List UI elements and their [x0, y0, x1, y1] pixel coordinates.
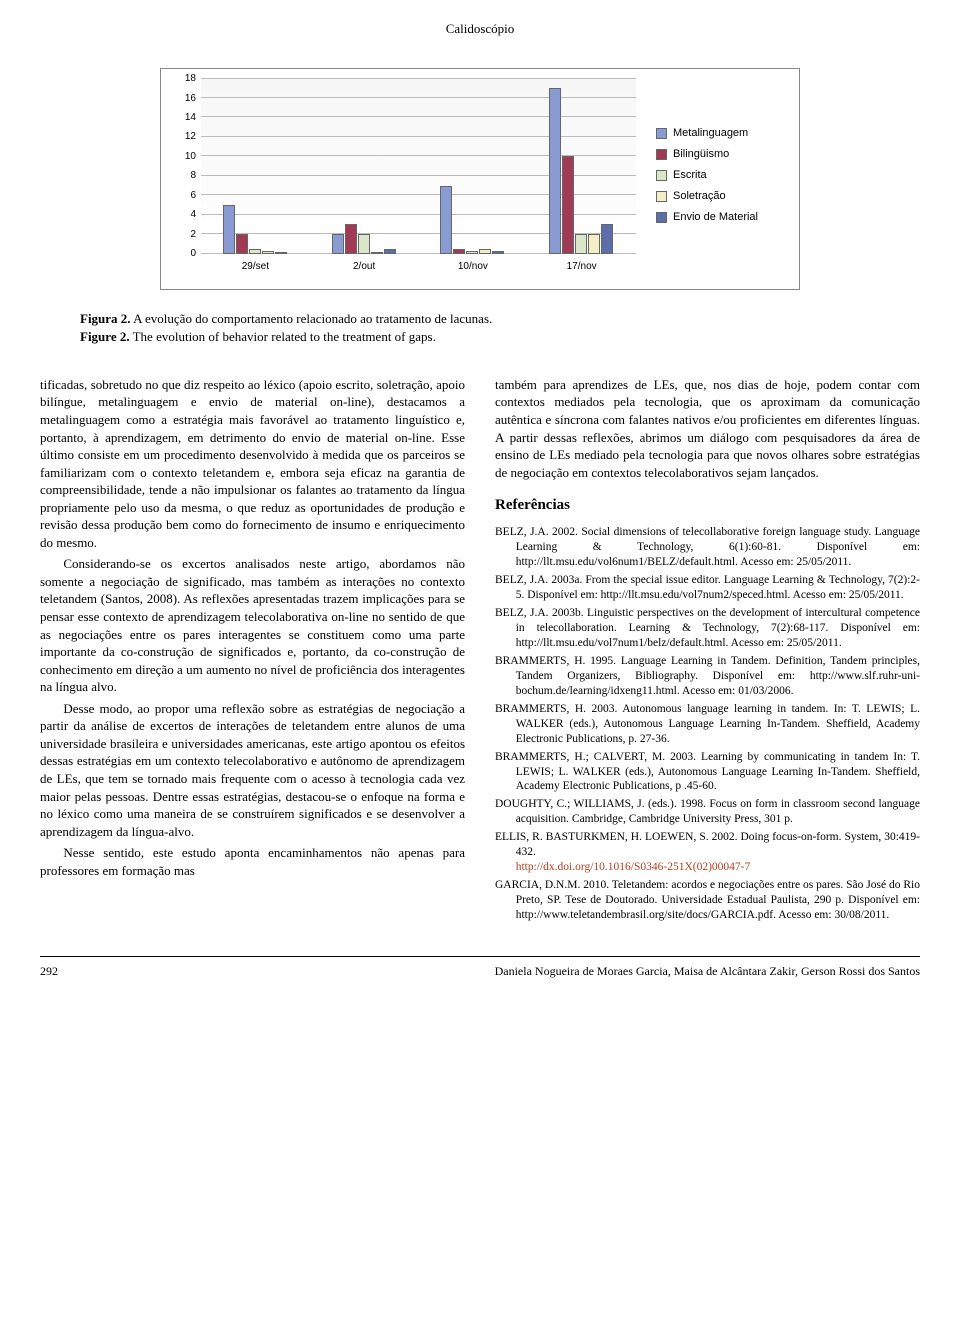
- body-columns: tificadas, sobretudo no que diz respeito…: [40, 376, 920, 926]
- bar: [562, 156, 574, 253]
- legend-item: Soletração: [656, 189, 758, 204]
- bar: [575, 234, 587, 253]
- body-paragraph: Considerando-se os excertos analisados n…: [40, 555, 465, 695]
- bar: [479, 249, 491, 254]
- legend-item: Metalinguagem: [656, 126, 758, 141]
- y-axis-label: 8: [176, 169, 196, 183]
- body-paragraph: tificadas, sobretudo no que diz respeito…: [40, 376, 465, 551]
- legend-label: Envio de Material: [673, 210, 758, 225]
- y-axis-label: 12: [176, 130, 196, 144]
- caption-label-pt: Figura 2.: [80, 311, 131, 326]
- y-axis-label: 18: [176, 72, 196, 86]
- body-paragraph: também para aprendizes de LEs, que, nos …: [495, 376, 920, 481]
- reference-entry: BELZ, J.A. 2003a. From the special issue…: [495, 573, 920, 603]
- legend-swatch: [656, 170, 667, 181]
- gridline: [201, 78, 636, 79]
- y-axis-label: 4: [176, 208, 196, 222]
- reference-entry: BRAMMERTS, H. 1995. Language Learning in…: [495, 654, 920, 699]
- body-paragraph: Nesse sentido, este estudo aponta encami…: [40, 844, 465, 879]
- reference-entry: GARCIA, D.N.M. 2010. Teletandem: acordos…: [495, 878, 920, 923]
- body-paragraph: Desse modo, ao propor uma reflexão sobre…: [40, 700, 465, 840]
- bar: [223, 205, 235, 254]
- bar: [466, 251, 478, 254]
- y-axis-label: 14: [176, 111, 196, 125]
- legend-label: Bilingüismo: [673, 147, 729, 162]
- caption-label-en: Figure 2.: [80, 329, 130, 344]
- figure-caption: Figura 2. A evolução do comportamento re…: [80, 310, 880, 346]
- references-list: BELZ, J.A. 2002. Social dimensions of te…: [495, 525, 920, 922]
- y-axis-label: 2: [176, 227, 196, 241]
- chart-area: 02468101214161829/set2/out10/nov17/nov: [171, 79, 641, 279]
- bar: [440, 186, 452, 254]
- bar-group: [549, 88, 613, 253]
- legend-swatch: [656, 149, 667, 160]
- bar: [601, 224, 613, 253]
- bar: [275, 252, 287, 254]
- bar: [332, 234, 344, 253]
- right-column: também para aprendizes de LEs, que, nos …: [495, 376, 920, 926]
- bar: [236, 234, 248, 253]
- legend-label: Metalinguagem: [673, 126, 748, 141]
- chart-plot: 02468101214161829/set2/out10/nov17/nov: [201, 79, 636, 254]
- y-axis-label: 6: [176, 188, 196, 202]
- bar: [262, 251, 274, 254]
- legend-swatch: [656, 191, 667, 202]
- bar: [345, 224, 357, 253]
- page-footer: 292 Daniela Nogueira de Moraes Garcia, M…: [40, 956, 920, 979]
- legend-swatch: [656, 212, 667, 223]
- y-axis-label: 10: [176, 150, 196, 164]
- reference-entry: BELZ, J.A. 2002. Social dimensions of te…: [495, 525, 920, 570]
- legend-swatch: [656, 128, 667, 139]
- bar: [384, 249, 396, 254]
- page-number: 292: [40, 963, 58, 979]
- x-axis-label: 17/nov: [567, 260, 597, 274]
- y-axis-label: 16: [176, 91, 196, 105]
- left-column: tificadas, sobretudo no que diz respeito…: [40, 376, 465, 926]
- reference-entry: ELLIS, R. BASTURKMEN, H. LOEWEN, S. 2002…: [495, 830, 920, 875]
- bar: [358, 234, 370, 253]
- bar: [588, 234, 600, 253]
- bar: [249, 249, 261, 254]
- footer-authors: Daniela Nogueira de Moraes Garcia, Maisa…: [495, 963, 920, 979]
- bar-group: [332, 224, 396, 253]
- reference-entry: BRAMMERTS, H. 2003. Autonomous language …: [495, 702, 920, 747]
- references-heading: Referências: [495, 495, 920, 515]
- y-axis-label: 0: [176, 247, 196, 261]
- bar-chart-figure: 02468101214161829/set2/out10/nov17/nov M…: [160, 68, 800, 290]
- reference-doi: http://dx.doi.org/10.1016/S0346-251X(02)…: [516, 861, 751, 873]
- x-axis-label: 10/nov: [458, 260, 488, 274]
- reference-entry: BELZ, J.A. 2003b. Linguistic perspective…: [495, 606, 920, 651]
- bar: [371, 252, 383, 254]
- legend-label: Soletração: [673, 189, 726, 204]
- legend-item: Escrita: [656, 168, 758, 183]
- reference-entry: BRAMMERTS, H.; CALVERT, M. 2003. Learnin…: [495, 750, 920, 795]
- bar: [549, 88, 561, 253]
- chart-legend: Metalinguagem Bilingüismo Escrita Soletraçã…: [641, 126, 758, 230]
- reference-entry: DOUGHTY, C.; WILLIAMS, J. (eds.). 1998. …: [495, 797, 920, 827]
- bar: [492, 251, 504, 254]
- x-axis-label: 2/out: [353, 260, 375, 274]
- caption-text-en: The evolution of behavior related to the…: [130, 329, 436, 344]
- x-axis-label: 29/set: [242, 260, 269, 274]
- bar: [453, 249, 465, 254]
- legend-label: Escrita: [673, 168, 707, 183]
- caption-text-pt: A evolução do comportamento relacionado …: [131, 311, 493, 326]
- legend-item: Envio de Material: [656, 210, 758, 225]
- bar-group: [440, 186, 504, 254]
- journal-header: Calidoscópio: [40, 20, 920, 38]
- bar-group: [223, 205, 287, 254]
- legend-item: Bilingüismo: [656, 147, 758, 162]
